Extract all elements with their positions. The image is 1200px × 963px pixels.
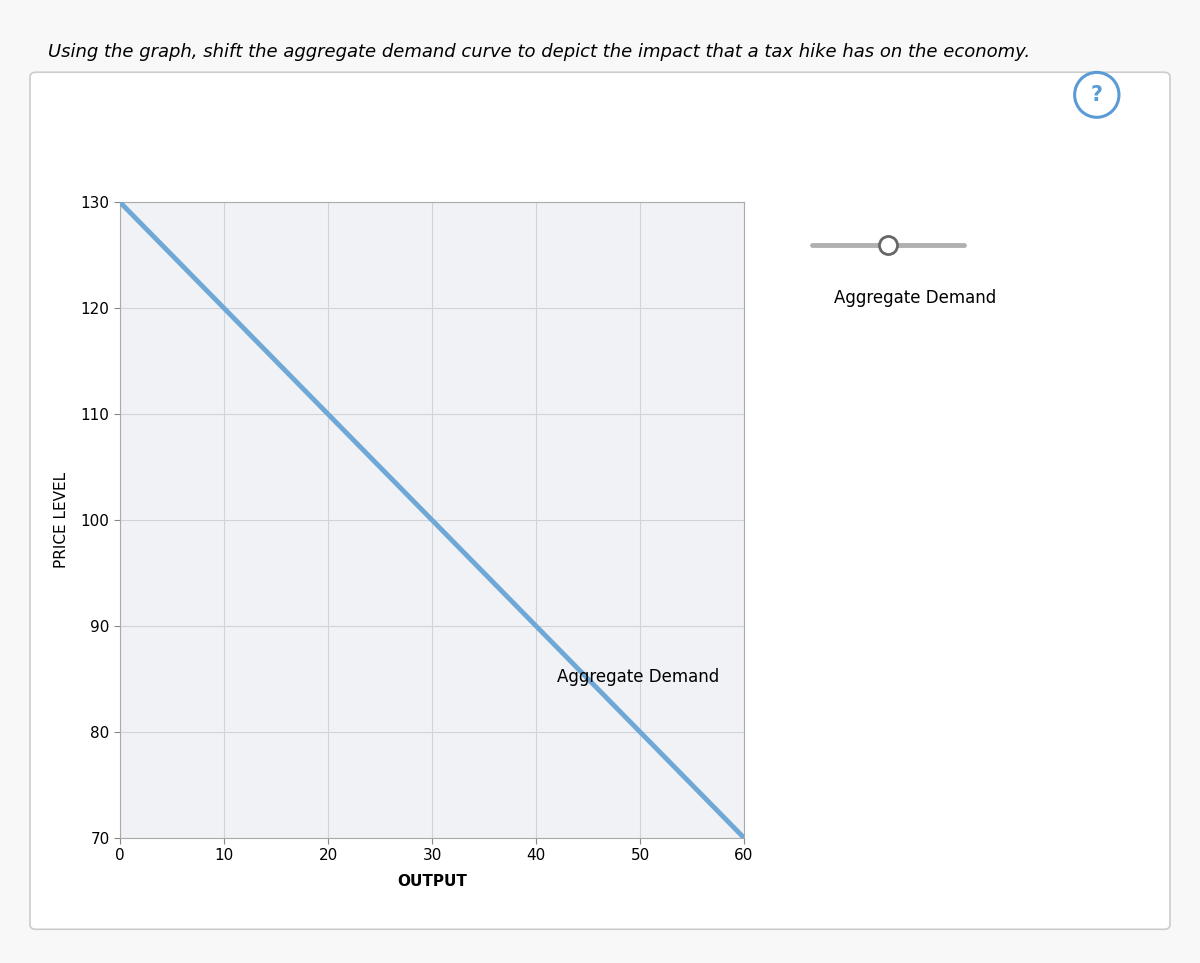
- Text: Aggregate Demand: Aggregate Demand: [557, 668, 719, 687]
- Y-axis label: PRICE LEVEL: PRICE LEVEL: [54, 472, 70, 568]
- Text: ?: ?: [1091, 85, 1103, 105]
- Text: Using the graph, shift the aggregate demand curve to depict the impact that a ta: Using the graph, shift the aggregate dem…: [48, 43, 1030, 62]
- Text: Aggregate Demand: Aggregate Demand: [834, 289, 996, 307]
- X-axis label: OUTPUT: OUTPUT: [397, 874, 467, 890]
